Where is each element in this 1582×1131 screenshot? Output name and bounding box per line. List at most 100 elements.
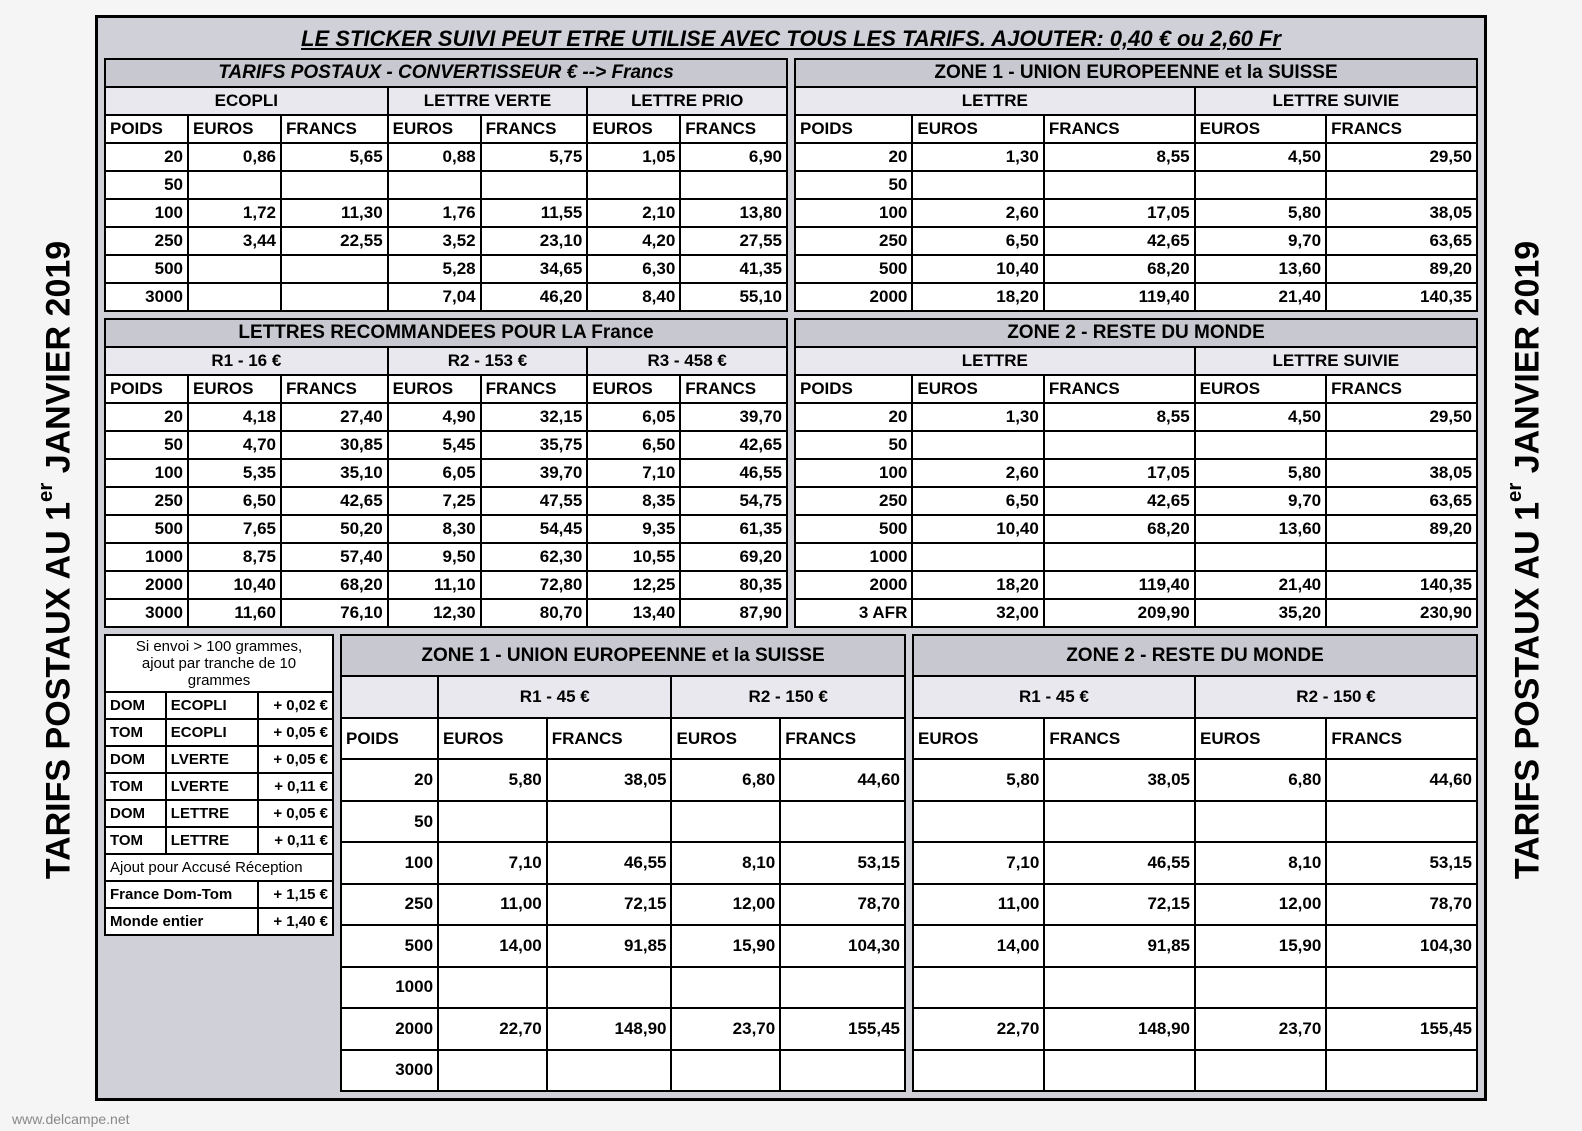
- cell: [281, 255, 388, 283]
- cell: France Dom-Tom: [105, 881, 258, 908]
- cell: 250: [795, 227, 912, 255]
- cell: [547, 967, 672, 1008]
- cell: 5,80: [1195, 459, 1326, 487]
- cell: [912, 171, 1043, 199]
- table-zone1-lettre: ZONE 1 - UNION EUROPEENNE et la SUISSE L…: [794, 58, 1478, 312]
- cell: + 1,40 €: [258, 908, 333, 935]
- cell: 35,75: [481, 431, 588, 459]
- cell: 53,15: [1326, 842, 1477, 883]
- cell: 12,30: [388, 599, 481, 627]
- cell: 155,45: [780, 1008, 905, 1049]
- cell: [481, 171, 588, 199]
- cell: + 0,05 €: [258, 719, 333, 746]
- cell: 42,65: [1044, 487, 1195, 515]
- cell: 39,70: [680, 403, 787, 431]
- cell: 500: [795, 255, 912, 283]
- cell: [438, 801, 547, 842]
- cell: 3,52: [388, 227, 481, 255]
- cell: 4,70: [188, 431, 281, 459]
- cell: + 0,05 €: [258, 746, 333, 773]
- cell: 13,60: [1195, 515, 1326, 543]
- cell: [547, 801, 672, 842]
- cell: 6,50: [912, 227, 1043, 255]
- cell: 9,70: [1195, 227, 1326, 255]
- cell: 35,10: [281, 459, 388, 487]
- cell: + 1,15 €: [258, 881, 333, 908]
- cell: 46,55: [680, 459, 787, 487]
- cell: [438, 1050, 547, 1091]
- cell: [1044, 171, 1195, 199]
- table-zone2-recommandees: ZONE 2 - RESTE DU MONDE R1 - 45 € R2 - 1…: [912, 634, 1478, 1092]
- cell: 4,50: [1195, 143, 1326, 171]
- cell: 50,20: [281, 515, 388, 543]
- cell: 500: [795, 515, 912, 543]
- cell: [671, 967, 780, 1008]
- cell: 20: [795, 143, 912, 171]
- table-zone2-lettre: ZONE 2 - RESTE DU MONDE LETTRE LETTRE SU…: [794, 318, 1478, 628]
- cell: 4,18: [188, 403, 281, 431]
- cell: LVERTE: [166, 746, 258, 773]
- cell: [547, 1050, 672, 1091]
- cell: 13,60: [1195, 255, 1326, 283]
- cell: 22,55: [281, 227, 388, 255]
- cell: 47,55: [481, 487, 588, 515]
- cell: 15,90: [1195, 925, 1326, 966]
- cell: [780, 967, 905, 1008]
- cell: 5,80: [438, 759, 547, 800]
- cell: 8,55: [1044, 403, 1195, 431]
- cell: 209,90: [1044, 599, 1195, 627]
- cell: 9,50: [388, 543, 481, 571]
- cell: 5,28: [388, 255, 481, 283]
- cell: [1195, 1050, 1326, 1091]
- cell: + 0,11 €: [258, 827, 333, 854]
- cell: 38,05: [1326, 199, 1477, 227]
- cell: 46,55: [547, 842, 672, 883]
- cell: [1326, 431, 1477, 459]
- cell: 250: [795, 487, 912, 515]
- cell: 20: [105, 403, 188, 431]
- cell: 22,70: [913, 1008, 1044, 1049]
- cell: 11,30: [281, 199, 388, 227]
- cell: 7,65: [188, 515, 281, 543]
- cell: 5,65: [281, 143, 388, 171]
- cell: 32,00: [912, 599, 1043, 627]
- cell: 5,75: [481, 143, 588, 171]
- cell: 54,45: [481, 515, 588, 543]
- cell: [1326, 543, 1477, 571]
- cell: 3000: [105, 283, 188, 311]
- cell: [913, 967, 1044, 1008]
- cell: 500: [341, 925, 438, 966]
- cell: 8,35: [587, 487, 680, 515]
- cell: 2000: [795, 283, 912, 311]
- cell: 22,70: [438, 1008, 547, 1049]
- cell: 2,60: [912, 459, 1043, 487]
- cell: 23,70: [1195, 1008, 1326, 1049]
- cell: 250: [105, 227, 188, 255]
- cell: 7,10: [913, 842, 1044, 883]
- cell: [1195, 543, 1326, 571]
- cell: 3000: [105, 599, 188, 627]
- cell: 100: [795, 459, 912, 487]
- cell: 34,65: [481, 255, 588, 283]
- cell: 32,15: [481, 403, 588, 431]
- cell: 500: [105, 515, 188, 543]
- cell: 68,20: [1044, 255, 1195, 283]
- cell: 10,40: [912, 255, 1043, 283]
- cell: TOM: [105, 773, 166, 800]
- cell: [671, 801, 780, 842]
- cell: 6,50: [188, 487, 281, 515]
- cell: 29,50: [1326, 403, 1477, 431]
- cell: 6,80: [1195, 759, 1326, 800]
- cell: 11,10: [388, 571, 481, 599]
- cell: 12,00: [1195, 884, 1326, 925]
- cell: 69,20: [680, 543, 787, 571]
- cell: 5,80: [1195, 199, 1326, 227]
- cell: DOM: [105, 800, 166, 827]
- cell: 104,30: [780, 925, 905, 966]
- cell: 62,30: [481, 543, 588, 571]
- side-title-left: TARIFS POSTAUX AU 1er JANVIER 2019: [35, 241, 78, 879]
- cell: [188, 283, 281, 311]
- cell: 27,55: [680, 227, 787, 255]
- cell: 80,35: [680, 571, 787, 599]
- cell: 21,40: [1195, 571, 1326, 599]
